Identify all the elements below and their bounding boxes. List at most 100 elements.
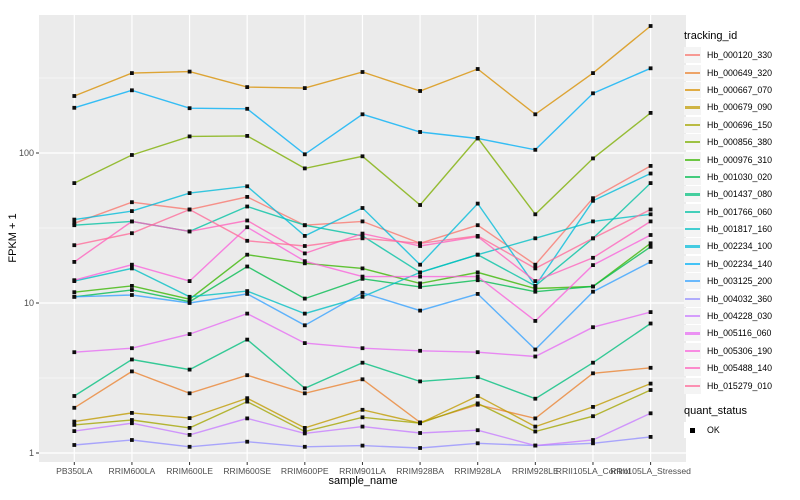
data-point — [302, 166, 307, 171]
data-point — [130, 357, 134, 362]
legend-item: Hb_005116_060 — [684, 325, 800, 342]
data-point — [648, 310, 653, 314]
legend-item: Hb_000649_320 — [684, 64, 800, 81]
data-point — [418, 241, 422, 246]
data-point — [245, 106, 250, 111]
legend-item-label: Hb_000976_310 — [707, 154, 773, 165]
data-point — [245, 204, 250, 209]
legend-quant-item-list: OK — [684, 422, 800, 438]
data-point — [475, 270, 480, 275]
legend-item: Hb_000120_330 — [684, 47, 800, 64]
data-point — [187, 69, 192, 74]
data-point — [533, 286, 538, 291]
data-point — [245, 396, 250, 401]
data-point — [245, 439, 250, 444]
legend-item: Hb_004228_030 — [684, 308, 800, 325]
y-tick-label: 100 — [19, 148, 34, 158]
x-tick-label: RRIM928LA — [454, 466, 501, 476]
data-point — [648, 164, 653, 168]
data-point — [591, 198, 595, 203]
legend-item-label: Hb_002234_100 — [707, 241, 773, 252]
data-point — [418, 270, 422, 275]
data-point — [187, 444, 192, 449]
data-point — [648, 207, 653, 212]
data-point — [72, 350, 77, 355]
legend-line-icon — [685, 88, 700, 92]
data-point — [533, 266, 538, 271]
data-point — [130, 200, 134, 205]
data-point — [591, 289, 595, 294]
data-point — [418, 421, 422, 426]
data-point — [72, 181, 77, 185]
legend-key-swatch — [684, 99, 701, 116]
legend-item: Hb_000667_070 — [684, 81, 800, 98]
data-point — [418, 203, 422, 207]
data-point — [533, 347, 538, 352]
legend-item-label: Hb_000120_330 — [707, 50, 773, 61]
data-point — [72, 105, 77, 110]
data-point — [360, 236, 365, 241]
data-point — [302, 261, 307, 266]
data-point — [475, 401, 480, 406]
data-point — [302, 426, 307, 430]
legend-key-swatch — [684, 151, 701, 168]
x-tick-label: RRIM928LE — [512, 466, 559, 476]
legend-line-icon — [685, 228, 700, 231]
legend-key-swatch — [684, 238, 701, 255]
data-point — [475, 234, 480, 238]
x-tick-label: RRIM600LA — [108, 466, 155, 476]
legend-line-icon — [685, 54, 700, 57]
legend-key-swatch — [684, 255, 701, 272]
data-point — [360, 219, 365, 224]
legend-key-swatch — [684, 186, 701, 203]
data-point — [360, 112, 365, 117]
x-tick-label: PB350LA — [56, 466, 93, 476]
data-point — [591, 414, 595, 419]
data-point — [418, 446, 422, 450]
data-point — [245, 85, 250, 89]
data-point — [130, 88, 134, 93]
legend-item-label: Hb_000649_320 — [707, 67, 773, 78]
legend-line-icon — [685, 193, 700, 196]
data-point — [130, 231, 134, 236]
legend-item: Hb_000679_090 — [684, 99, 800, 116]
legend-key-swatch — [684, 203, 701, 220]
legend-item-label: Hb_003125_200 — [707, 276, 773, 287]
data-point — [591, 91, 595, 96]
data-point — [130, 284, 134, 288]
data-point — [648, 365, 653, 370]
data-point — [648, 212, 653, 217]
data-point — [360, 424, 365, 429]
data-point — [648, 111, 653, 115]
data-point — [418, 379, 422, 384]
legend-line-icon — [685, 210, 700, 213]
data-point — [591, 236, 595, 241]
data-point — [418, 262, 422, 267]
data-point — [648, 66, 653, 71]
legend-quant-status: quant_status OK — [684, 405, 800, 438]
legend-line-icon — [685, 158, 700, 161]
data-point — [648, 241, 653, 246]
data-point — [648, 435, 653, 439]
legend-line-icon — [685, 141, 700, 144]
data-point — [475, 278, 480, 283]
data-point — [245, 195, 250, 199]
legend-line-icon — [685, 123, 700, 126]
data-point — [591, 196, 595, 201]
legend-line-icon — [685, 297, 700, 300]
legend-quant-item: OK — [684, 422, 800, 438]
data-point — [533, 289, 538, 294]
legend-item-label: Hb_004228_030 — [707, 311, 773, 322]
data-point — [187, 134, 192, 139]
data-point — [418, 89, 422, 93]
data-point — [533, 424, 538, 429]
data-point — [72, 294, 77, 299]
data-point — [72, 94, 77, 98]
x-tick-label: RRIM901LA — [339, 466, 386, 476]
data-point — [245, 373, 250, 378]
data-point — [245, 225, 250, 230]
data-point — [648, 171, 653, 176]
data-point — [360, 154, 365, 159]
data-point — [130, 418, 134, 422]
legend-title-quant-status: quant_status — [684, 404, 747, 417]
